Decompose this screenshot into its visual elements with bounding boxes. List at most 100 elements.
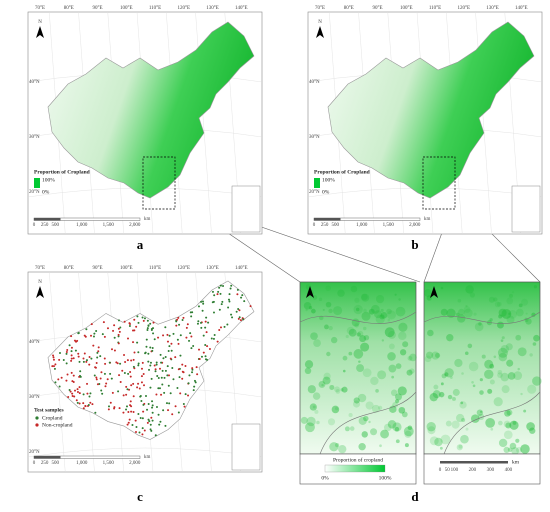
noncropland-sample <box>216 340 219 343</box>
crop-patch <box>348 413 353 418</box>
noncropland-sample <box>138 387 141 390</box>
crop-patch <box>328 308 333 314</box>
cropland-sample <box>150 377 153 380</box>
noncropland-sample <box>122 411 125 414</box>
crop-patch <box>456 444 463 451</box>
cropland-sample <box>150 429 153 432</box>
cropland-sample <box>113 336 116 339</box>
crop-patch <box>350 285 358 293</box>
cropland-sample <box>94 411 97 414</box>
cropland-sample <box>131 424 134 427</box>
crop-patch <box>370 304 380 314</box>
noncropland-sample <box>78 392 81 395</box>
latitude-label: 40°N <box>29 80 40 85</box>
cropland-sample <box>160 361 163 364</box>
cropland-sample <box>194 381 197 384</box>
crop-patch <box>353 304 363 315</box>
noncropland-sample <box>66 373 69 376</box>
boundary <box>423 311 541 455</box>
crop-patch <box>402 341 409 348</box>
noncropland-sample <box>150 416 153 419</box>
cropland-sample <box>152 332 155 335</box>
cropland-sample <box>74 349 77 352</box>
crop-patch <box>358 442 366 451</box>
cropland-sample <box>82 393 85 396</box>
scale-tick: 400 <box>505 468 513 473</box>
cropland-sample <box>191 368 194 371</box>
crop-patch <box>509 293 513 298</box>
cropland-sample <box>158 387 161 390</box>
cropland-sample <box>146 319 149 322</box>
noncropland-sample <box>142 319 145 322</box>
legend-title: Proportion of Cropland <box>34 169 90 175</box>
crop-patch <box>515 446 523 454</box>
cropland-sample <box>58 385 61 388</box>
noncropland-sample <box>54 363 57 366</box>
crop-patch <box>404 443 409 448</box>
crop-patch <box>395 399 400 404</box>
latitude-label: 30°N <box>29 395 40 400</box>
cropland-sample <box>79 370 82 373</box>
crop-patch <box>458 308 465 316</box>
zoom-panel: Proportion of cropland 0% 100% 0 50 100 200 300… <box>299 281 542 504</box>
crop-patch <box>467 343 473 349</box>
cropland-sample <box>160 376 163 379</box>
noncropland-sample <box>130 405 133 408</box>
crop-patch <box>390 389 398 397</box>
cropland-sample <box>108 361 111 364</box>
scale-unit: km <box>512 459 520 465</box>
crop-patch <box>509 442 517 450</box>
crop-patch <box>345 334 349 339</box>
noncropland-sample <box>67 396 70 399</box>
crop-patch <box>392 422 402 432</box>
cropland-sample <box>137 351 140 354</box>
noncropland-sample <box>181 363 184 366</box>
cropland-sample <box>146 327 149 330</box>
crop-patch <box>500 372 510 382</box>
longitude-label: 110°E <box>149 266 161 271</box>
noncropland-sample <box>166 340 169 343</box>
crop-patch <box>498 438 508 448</box>
noncropland-sample <box>72 374 75 377</box>
noncropland-sample <box>85 360 88 363</box>
cropland-sample <box>197 320 200 323</box>
latitude-label: 20°N <box>309 190 320 195</box>
cropland-sample <box>243 300 246 303</box>
cropland-sample <box>139 395 142 398</box>
crop-patch <box>318 297 323 301</box>
crop-patch <box>489 363 495 369</box>
zoom-box <box>142 156 176 210</box>
crop-patch <box>498 308 507 317</box>
crop-patch <box>374 310 382 319</box>
legend-low: 0% <box>42 189 50 195</box>
noncropland-sample <box>152 321 155 324</box>
longitude-label: 140°E <box>235 266 248 271</box>
noncropland-sample <box>86 392 89 395</box>
noncropland-sample <box>97 346 100 349</box>
noncropland-sample <box>65 350 68 353</box>
cropland-sample <box>161 383 164 386</box>
crop-patch <box>465 427 469 431</box>
cropland-sample <box>219 292 222 295</box>
crop-patch <box>334 407 339 411</box>
noncropland-sample <box>190 335 193 338</box>
crop-patch <box>399 349 407 356</box>
noncropland-sample <box>134 419 137 422</box>
latitude-label: 40°N <box>29 340 40 345</box>
crop-patch <box>460 434 469 444</box>
cropland-sample <box>162 357 165 360</box>
latitude-label: 30°N <box>29 135 40 140</box>
crop-patch <box>529 353 533 357</box>
cropland-sample <box>144 394 147 397</box>
noncropland-sample <box>103 357 106 360</box>
crop-patch <box>387 318 391 322</box>
noncropland-sample <box>239 319 242 322</box>
crop-patch <box>481 354 486 359</box>
crop-patch <box>398 298 401 301</box>
noncropland-sample <box>134 430 137 433</box>
crop-patch <box>429 436 439 446</box>
crop-patch <box>457 298 462 303</box>
crop-patch <box>300 416 308 424</box>
noncropland-sample <box>84 335 87 338</box>
crop-patch <box>432 390 441 399</box>
